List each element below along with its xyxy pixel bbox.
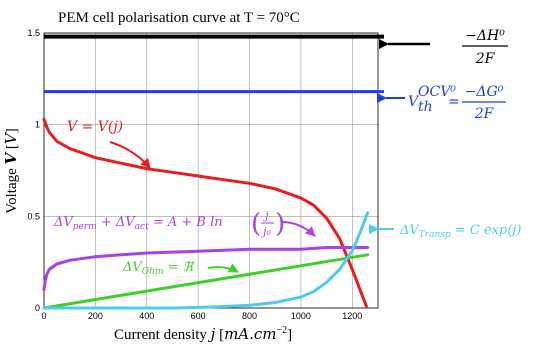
chart-title: PEM cell polarisation curve at T = 70°C bbox=[58, 10, 300, 26]
y-tick-label: 1 bbox=[35, 120, 40, 130]
x-axis-label: Current density j [mA.cm−2] bbox=[114, 325, 292, 343]
activation-arrow bbox=[281, 221, 316, 237]
x-tick-label: 200 bbox=[88, 311, 103, 321]
x-tick-label: 400 bbox=[139, 311, 154, 321]
v-curve-arrow bbox=[109, 141, 151, 169]
series-line-1 bbox=[42, 246, 370, 292]
svg-text:(: ( bbox=[251, 209, 261, 239]
svg-text:V: V bbox=[408, 94, 420, 110]
svg-text:j₀: j₀ bbox=[260, 225, 271, 238]
y-tick-label: 1.5 bbox=[27, 28, 40, 38]
series-group bbox=[42, 34, 384, 310]
ohm-arrow bbox=[207, 263, 239, 273]
transport-label: ΔVTransp = C exp(j) bbox=[399, 223, 521, 240]
series-line-3 bbox=[42, 211, 370, 310]
ocv-label: V th OCV⁰ = −ΔG⁰ 2F bbox=[408, 84, 506, 122]
svg-text:2F: 2F bbox=[474, 106, 495, 122]
series-line-2 bbox=[42, 253, 370, 310]
svg-text:V = V(j): V = V(j) bbox=[67, 119, 123, 135]
svg-text:): ) bbox=[275, 209, 285, 239]
enthalpy-label: −ΔH⁰ 2F bbox=[462, 28, 508, 67]
x-tick-label: 0 bbox=[41, 311, 46, 321]
svg-text:th: th bbox=[418, 99, 433, 115]
svg-text:OCV⁰: OCV⁰ bbox=[418, 84, 456, 100]
svg-text:−ΔH⁰: −ΔH⁰ bbox=[465, 28, 505, 44]
svg-text:2F: 2F bbox=[475, 51, 496, 67]
x-tick-label: 800 bbox=[242, 311, 257, 321]
v-curve-label: V = V(j) bbox=[67, 119, 123, 135]
svg-text:j: j bbox=[262, 209, 269, 222]
x-tick-label: 600 bbox=[191, 311, 206, 321]
svg-text:−ΔG⁰: −ΔG⁰ bbox=[465, 84, 504, 100]
y-tick-label: 0 bbox=[35, 303, 40, 313]
series-line-0 bbox=[42, 117, 368, 308]
ohm-label: ΔVOhm = ℜ bbox=[122, 260, 195, 277]
x-tick-label: 1200 bbox=[342, 311, 362, 321]
y-axis-label: Voltage V [V] bbox=[2, 128, 20, 214]
svg-text:=: = bbox=[448, 94, 460, 110]
svg-text:ΔVOhm = ℜ: ΔVOhm = ℜ bbox=[122, 260, 195, 277]
x-tick-label: 1000 bbox=[291, 311, 311, 321]
svg-text:ΔVperm + ΔVact = A + B ln: ΔVperm + ΔVact = A + B ln bbox=[53, 215, 223, 232]
axis-ticks: 0 200 400 600 800 1000 1200 0 0.5 1 1.5 bbox=[27, 28, 362, 321]
y-tick-label: 0.5 bbox=[27, 211, 40, 221]
activation-label: ΔVperm + ΔVact = A + B ln ( j j₀ ) bbox=[53, 209, 285, 239]
svg-text:ΔVTransp = C exp(j): ΔVTransp = C exp(j) bbox=[399, 223, 521, 240]
